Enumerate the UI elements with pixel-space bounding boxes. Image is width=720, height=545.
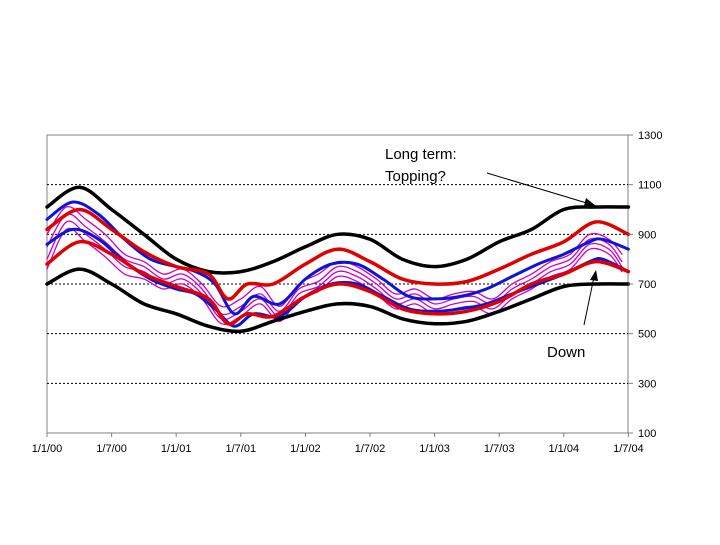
x-tick-label: 1/7/01 <box>226 443 257 455</box>
annotation-long-term-line2: Topping? <box>385 168 446 185</box>
annotation-long-term-line1: Long term: <box>385 146 457 163</box>
x-tick-label: 1/1/00 <box>32 443 63 455</box>
y-tick-label: 900 <box>638 229 656 241</box>
x-tick-label: 1/1/03 <box>419 443 450 455</box>
annotation-arrow-long-term <box>486 172 591 205</box>
series-line-1 <box>45 267 631 334</box>
y-tick-label: 700 <box>638 279 656 291</box>
annotation-arrow-down <box>583 276 595 326</box>
x-tick-label: 1/1/02 <box>290 443 321 455</box>
x-tick-label: 1/7/02 <box>355 443 386 455</box>
annotation-down: Down <box>547 344 585 361</box>
y-tick-label: 1100 <box>638 180 662 192</box>
x-tick-label: 1/7/00 <box>96 443 127 455</box>
arrowhead-long-term <box>584 198 596 206</box>
x-tick-label: 1/1/04 <box>549 443 580 455</box>
x-tick-label: 1/1/01 <box>161 443 192 455</box>
series-line-0 <box>45 185 631 275</box>
series-line-9 <box>46 227 623 325</box>
series-line-7 <box>46 213 623 316</box>
series-line-2 <box>45 207 631 301</box>
y-tick-label: 300 <box>638 378 656 390</box>
series-line-4 <box>45 200 630 316</box>
y-tick-label: 1300 <box>638 130 662 142</box>
x-tick-label: 1/7/03 <box>484 443 515 455</box>
y-tick-label: 500 <box>638 329 656 341</box>
x-tick-label: 1/7/04 <box>613 443 644 455</box>
series-line-3 <box>45 239 631 326</box>
arrowhead-down <box>590 270 598 281</box>
y-tick-label: 100 <box>638 428 656 440</box>
